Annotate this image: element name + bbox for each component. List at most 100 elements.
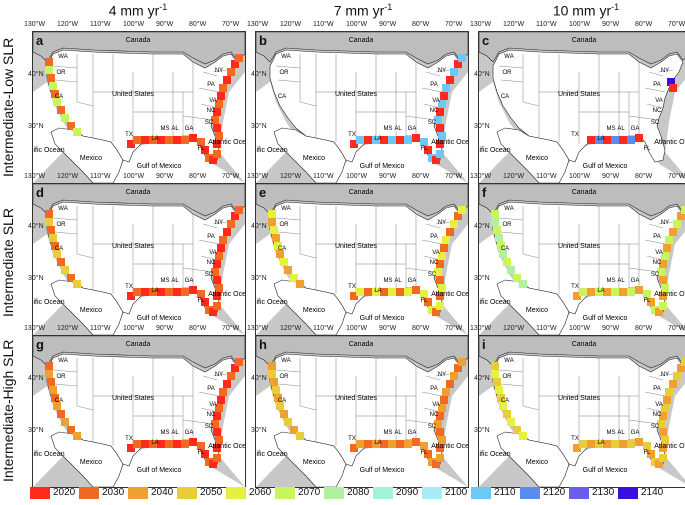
gulf-coast-cell [579, 288, 587, 296]
gulf-coast-cell [372, 136, 380, 144]
state-border [299, 101, 317, 107]
east-coast-cell [235, 54, 243, 62]
state-label-ga: GA [185, 126, 194, 132]
label-pacific: Pacific Ocean [256, 451, 288, 458]
east-coast-cell [223, 76, 231, 84]
east-coast-cell [446, 228, 454, 236]
state-label-ca: CA [55, 94, 63, 100]
state-label-va: VA [655, 98, 663, 104]
state-border [522, 405, 540, 411]
state-label-or: OR [280, 222, 290, 228]
gulf-coast-cell [619, 440, 627, 448]
lon-tick: 100°W [569, 173, 591, 180]
west-coast-cell [45, 218, 53, 226]
gulf-coast-cell [380, 136, 388, 144]
state-border [202, 71, 218, 77]
label-gulf: Gulf of Mexico [137, 163, 182, 170]
label-atlantic: Atlantic Ocean [431, 291, 468, 298]
state-border [212, 221, 228, 225]
label-canada: Canada [126, 341, 151, 348]
atlantic-ocean-area [219, 376, 245, 487]
gulf-coast-cell [635, 286, 643, 294]
east-coast-cell [231, 364, 239, 372]
east-coast-cell [215, 436, 223, 444]
east-coast-cell [458, 54, 466, 62]
east-coast-cell [438, 436, 446, 444]
gulf-coast-cell [627, 136, 635, 144]
gulf-coast-cell [181, 288, 189, 296]
gulf-coast-cell [350, 444, 358, 452]
east-coast-cell [213, 412, 221, 420]
state-label-tx: TX [125, 284, 133, 290]
lon-tick: 90°W [379, 173, 397, 180]
gulf-coast-cell [356, 136, 364, 144]
state-label-pa: PA [653, 82, 661, 88]
west-coast-cell [493, 378, 501, 386]
gulf-coast-cell [380, 288, 388, 296]
west-coast-cell [290, 274, 298, 282]
east-coast-cell [458, 358, 466, 366]
legend-label: 2020 [53, 487, 76, 498]
state-label-va: VA [432, 402, 440, 408]
map-panel-c: Canada United States Mexico Gulf of Mexico A… [478, 31, 685, 184]
lon-tick: 100°W [346, 173, 368, 180]
east-coast-cell [677, 364, 685, 372]
state-label-tx: TX [571, 132, 579, 138]
state-border [275, 65, 301, 69]
state-border [76, 253, 94, 259]
gulf-coast-cell [197, 290, 205, 298]
gulf-coast-cell [127, 444, 135, 452]
state-label-tx: TX [571, 284, 579, 290]
gulf-ocean-area [113, 446, 245, 487]
gulf-coast-cell [165, 136, 173, 144]
state-label-al: AL [394, 278, 402, 284]
label-mexico: Mexico [526, 307, 548, 314]
gulf-coast-cell [573, 444, 581, 452]
lat-tick: 40°N [251, 71, 267, 78]
east-coast-cell [440, 244, 448, 252]
gulf-coast-cell [595, 136, 603, 144]
east-coast-cell [667, 78, 675, 86]
west-coast-cell [49, 82, 57, 90]
map-svg-a: Canada United States Mexico Gulf of Mexico A… [33, 32, 245, 183]
gulf-coast-cell [197, 442, 205, 450]
gulf-coast-cell [420, 442, 428, 450]
state-border [52, 65, 78, 69]
lat-tick: 40°N [474, 223, 490, 230]
east-coast-cell [446, 76, 454, 84]
gulf-coast-cell [173, 288, 181, 296]
gulf-coast-cell [201, 146, 209, 154]
label-mexico: Mexico [526, 459, 548, 466]
state-label-ms: MS [161, 278, 170, 284]
west-coast-cell [61, 266, 69, 274]
state-label-ny: NY [215, 68, 223, 74]
lon-tick: 80°W [412, 325, 430, 332]
state-label-la: LA [597, 136, 604, 142]
state-label-or: OR [57, 70, 67, 76]
label-pacific: Pacific Ocean [479, 451, 511, 458]
state-label-sc: SC [651, 424, 660, 430]
gulf-coast-cell [127, 140, 135, 148]
state-border [182, 267, 214, 273]
east-coast-cell [235, 358, 243, 366]
lon-tick: 70°W [445, 173, 463, 180]
east-coast-cell [681, 358, 685, 366]
label-pacific: Pacific Ocean [479, 299, 511, 306]
lat-tick: 40°N [251, 375, 267, 382]
label-gulf: Gulf of Mexico [583, 467, 628, 474]
state-label-la: LA [151, 440, 158, 446]
legend-label: 2030 [102, 487, 125, 498]
state-label-tx: TX [571, 436, 579, 442]
gulf-coast-cell [350, 292, 358, 300]
state-label-fl: FL [420, 146, 428, 152]
east-coast-cell [673, 220, 681, 228]
state-label-fl: FL [643, 298, 651, 304]
state-border [644, 87, 666, 93]
gulf-ocean-area [113, 142, 245, 183]
west-coast-cell [503, 258, 511, 266]
panel-letter-d: d [36, 185, 44, 200]
state-label-sc: SC [428, 424, 437, 430]
lon-tick: 130°W [247, 173, 269, 180]
state-label-ms: MS [607, 430, 616, 436]
state-label-nc: NC [207, 260, 216, 266]
